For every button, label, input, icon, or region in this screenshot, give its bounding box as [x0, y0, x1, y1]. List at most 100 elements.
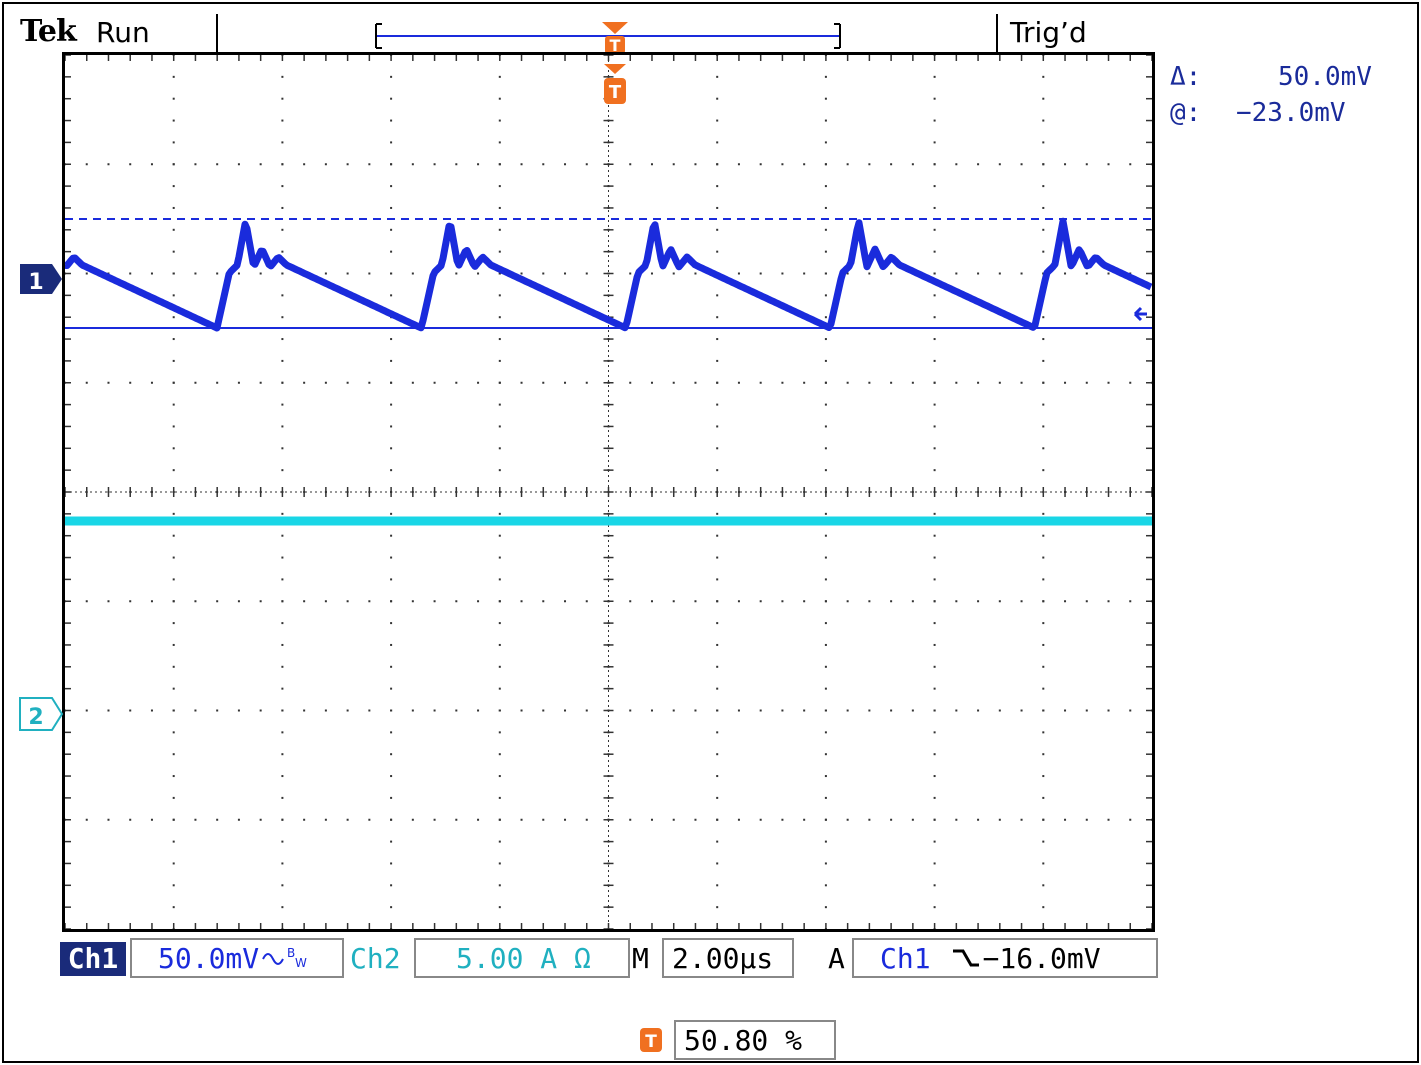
grid-dot	[498, 796, 501, 799]
grid-dot	[194, 818, 197, 821]
ch1-ground-marker[interactable]: 1	[18, 262, 64, 296]
grid-dot	[824, 862, 827, 865]
ch1-label[interactable]: Ch1	[60, 942, 126, 976]
grid-dot	[498, 294, 501, 297]
grid-dot	[977, 818, 980, 821]
grid-dot	[346, 272, 349, 275]
grid-dot	[650, 709, 653, 712]
grid-dot	[824, 425, 827, 428]
run-state: Run	[96, 16, 150, 49]
grid-dot	[542, 163, 545, 166]
grid-dot	[868, 381, 871, 384]
grid-dot	[716, 97, 719, 100]
grid-dot	[498, 687, 501, 690]
grid-dot	[281, 818, 284, 821]
grid-dot	[933, 338, 936, 341]
grid-dot	[172, 775, 175, 778]
ch2-ground-marker[interactable]: 2	[18, 696, 64, 732]
ch1-scale-box[interactable]: 50.0mV B W	[130, 938, 344, 978]
grid-dot	[629, 818, 632, 821]
grid-dot	[1042, 753, 1045, 756]
grid-dot	[237, 600, 240, 603]
grid-dot	[1085, 818, 1088, 821]
grid-dot	[498, 818, 501, 821]
grid-dot	[129, 272, 132, 275]
grid-dot	[1042, 578, 1045, 581]
grid-dot	[390, 665, 393, 668]
grid-dot	[281, 753, 284, 756]
grid-dot	[237, 818, 240, 821]
grid-dot	[846, 600, 849, 603]
grid-dot	[716, 185, 719, 188]
grid-dot	[716, 338, 719, 341]
grid-dot	[1042, 119, 1045, 122]
grid-dot	[477, 818, 480, 821]
grid-dot	[933, 163, 936, 166]
grid-dot	[216, 709, 219, 712]
grid-dot	[498, 731, 501, 734]
grid-dot	[1064, 272, 1067, 275]
grid-dot	[172, 185, 175, 188]
grid-dot	[1042, 447, 1045, 450]
grid-dot	[716, 119, 719, 122]
grid-dot	[955, 709, 958, 712]
grid-dot	[281, 840, 284, 843]
trigger-position-box[interactable]: 50.80 %	[674, 1020, 836, 1060]
grid-dot	[1042, 206, 1045, 209]
grid-dot	[824, 775, 827, 778]
grid-dot	[933, 425, 936, 428]
grid-dot	[107, 381, 110, 384]
trigger-mode-label: A	[828, 942, 845, 975]
grid-dot	[977, 163, 980, 166]
grid-dot	[629, 709, 632, 712]
grid-dot	[1107, 600, 1110, 603]
grid-dot	[433, 600, 436, 603]
grid-dot	[977, 600, 980, 603]
grid-dot	[824, 600, 827, 603]
grid-dot	[1064, 600, 1067, 603]
grid-dot	[281, 381, 284, 384]
ch2-scale-box[interactable]: 5.00 A Ω	[414, 938, 630, 978]
grid-dot	[390, 381, 393, 384]
grid-dot	[172, 359, 175, 362]
grid-dot	[455, 163, 458, 166]
trigger-box[interactable]: Ch1 −16.0mV	[852, 938, 1158, 978]
grid-dot	[411, 818, 414, 821]
grid-dot	[890, 600, 893, 603]
grid-dot	[933, 840, 936, 843]
grid-dot	[1042, 556, 1045, 559]
grid-dot	[759, 818, 762, 821]
grid-dot	[824, 709, 827, 712]
grid-dot	[824, 687, 827, 690]
grid-dot	[172, 753, 175, 756]
grid-dot	[150, 381, 153, 384]
grid-dot	[824, 643, 827, 646]
timebase-box[interactable]: 2.00µs	[662, 938, 794, 978]
grid-dot	[716, 359, 719, 362]
grid-dot	[1042, 600, 1045, 603]
grid-dot	[520, 272, 523, 275]
grid-dot	[824, 753, 827, 756]
grid-dot	[172, 447, 175, 450]
grid-dot	[759, 709, 762, 712]
grid-dot	[281, 600, 284, 603]
grid-dot	[303, 818, 306, 821]
grid-dot	[498, 753, 501, 756]
grid-dot	[716, 622, 719, 625]
grid-dot	[368, 272, 371, 275]
grid-dot	[694, 272, 697, 275]
grid-dot	[346, 600, 349, 603]
grid-dot	[542, 818, 545, 821]
grid-dot	[433, 163, 436, 166]
grid-dot	[694, 709, 697, 712]
grid-dot	[911, 709, 914, 712]
grid-dot	[498, 906, 501, 909]
grid-dot	[824, 818, 827, 821]
waveform-display[interactable]	[62, 52, 1155, 932]
ch2-label[interactable]: Ch2	[350, 942, 401, 975]
grid-dot	[1064, 709, 1067, 712]
grid-dot	[259, 381, 262, 384]
grid-dot	[390, 206, 393, 209]
grid-dot	[498, 206, 501, 209]
